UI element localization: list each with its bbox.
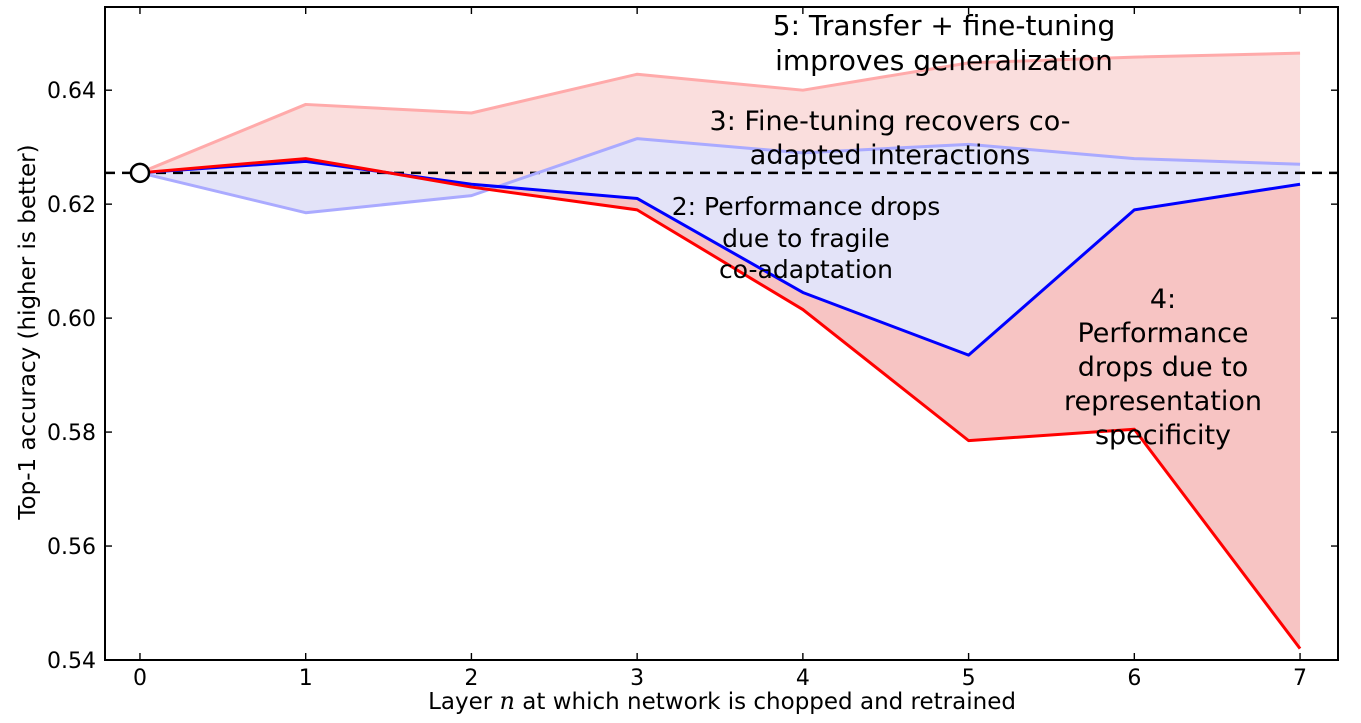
series-line-fragile-coadaptation — [139, 159, 1301, 357]
x-axis-label-var: n — [499, 687, 515, 715]
y-tick-label: 0.62 — [47, 193, 96, 218]
annotation-fragile-coadaptation: 2: Performance drops due to fragile co-a… — [671, 192, 941, 284]
x-tick-label: 3 — [630, 666, 644, 691]
base-accuracy-marker — [129, 162, 151, 184]
y-tick-label: 0.58 — [47, 421, 96, 446]
y-tick-label: 0.54 — [47, 649, 96, 674]
series-line-finetuning-recovery — [139, 137, 1301, 215]
annotation-representation-specificity: 4: Performance drops due to representati… — [1063, 284, 1263, 452]
x-tick-label: 2 — [464, 666, 478, 691]
fill-region-2 — [139, 138, 1301, 356]
x-tick-label: 6 — [1127, 666, 1141, 691]
y-tick-label: 0.60 — [47, 307, 96, 332]
y-axis-label: Top-1 accuracy (higher is better) — [15, 144, 41, 520]
fill-region-4 — [139, 158, 1301, 649]
x-axis-label-prefix: Layer — [428, 689, 500, 715]
x-axis-label: Layer n at which network is chopped and … — [428, 687, 1016, 715]
y-tick-label: 0.64 — [47, 79, 96, 104]
x-tick-label: 7 — [1293, 666, 1307, 691]
y-tick-label: 0.56 — [47, 535, 96, 560]
plot-frame — [104, 6, 1339, 661]
x-axis-label-suffix: at which network is chopped and retraine… — [514, 689, 1016, 715]
x-tick-label: 4 — [796, 666, 810, 691]
x-tick-label: 1 — [299, 666, 313, 691]
x-tick-label: 5 — [962, 666, 976, 691]
annotation-finetuning-recovers: 3: Fine-tuning recovers co-adapted inter… — [709, 106, 1071, 172]
series-line-representation-specificity — [139, 157, 1302, 650]
x-tick-label: 0 — [133, 666, 147, 691]
annotation-transfer-finetuning: 5: Transfer + fine-tuning improves gener… — [772, 9, 1116, 78]
series-line-transfer-plus-finetuning — [139, 51, 1301, 175]
